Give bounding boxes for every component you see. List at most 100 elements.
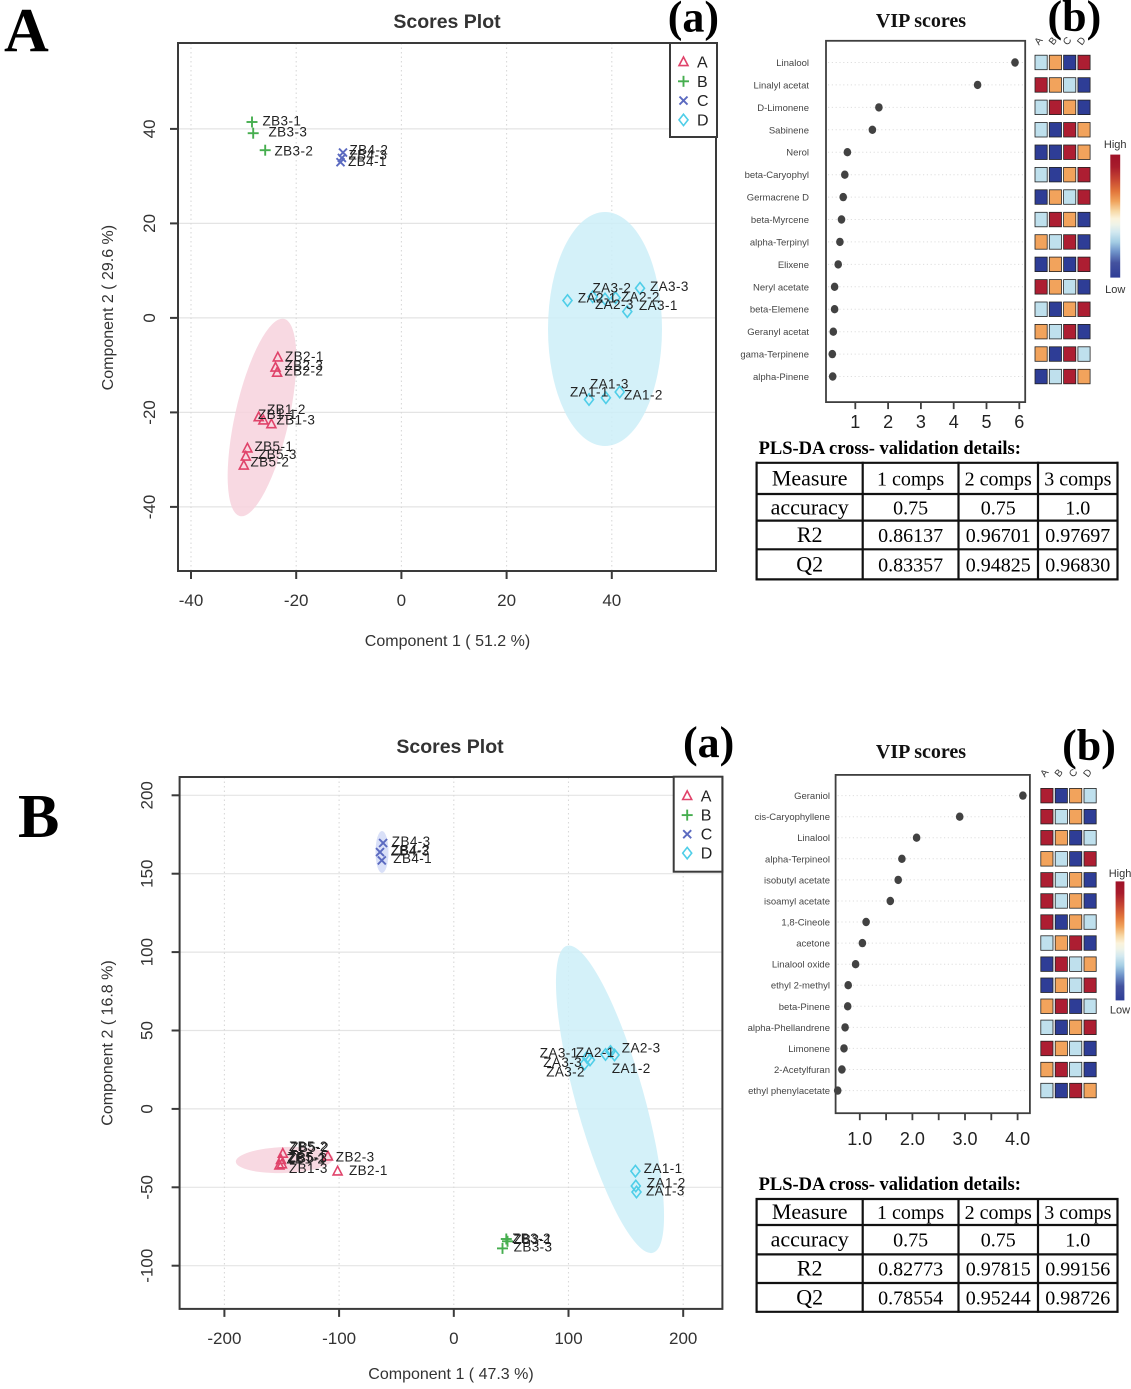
svg-text:0: 0: [140, 313, 159, 322]
svg-text:ZB4-1: ZB4-1: [348, 154, 387, 169]
svg-text:ZB4-3: ZB4-3: [392, 834, 431, 849]
svg-text:Elixene: Elixene: [778, 260, 809, 271]
svg-text:0.97815: 0.97815: [966, 1259, 1031, 1281]
svg-text:0.94825: 0.94825: [966, 554, 1031, 576]
svg-text:beta-Elemene: beta-Elemene: [750, 305, 809, 316]
svg-text:ZB5-2: ZB5-2: [251, 455, 290, 470]
svg-text:beta-Caryophyl: beta-Caryophyl: [745, 170, 809, 181]
svg-text:ZB2-2: ZB2-2: [285, 364, 324, 379]
svg-text:ZB2-1: ZB2-1: [285, 349, 324, 364]
svg-text:Measure: Measure: [772, 465, 848, 490]
svg-text:ZA3-3: ZA3-3: [650, 279, 689, 294]
svg-text:-100: -100: [138, 1249, 157, 1283]
svg-text:ZA1-3: ZA1-3: [646, 1183, 685, 1198]
svg-text:-50: -50: [138, 1175, 157, 1200]
svg-text:gama-Terpinene: gama-Terpinene: [740, 350, 809, 361]
svg-text:Scores Plot: Scores Plot: [396, 736, 504, 758]
svg-text:2.0: 2.0: [900, 1129, 925, 1149]
svg-text:0.75: 0.75: [981, 1230, 1016, 1252]
svg-text:ZA3-2: ZA3-2: [546, 1065, 585, 1080]
svg-text:ZB4-1: ZB4-1: [393, 851, 432, 866]
svg-text:ZB3-1: ZB3-1: [513, 1232, 552, 1247]
svg-text:ZB3-3: ZB3-3: [269, 125, 308, 140]
svg-text:2 comps: 2 comps: [965, 1202, 1032, 1224]
svg-text:PLS-DA cross- validation detai: PLS-DA cross- validation details:: [759, 1175, 1021, 1195]
svg-text:Low: Low: [1105, 284, 1125, 296]
svg-text:Scores Plot: Scores Plot: [393, 11, 501, 33]
svg-text:50: 50: [138, 1021, 157, 1040]
svg-text:0.83357: 0.83357: [878, 554, 943, 576]
svg-text:-40: -40: [140, 495, 159, 520]
svg-text:1.0: 1.0: [1065, 497, 1090, 519]
svg-text:3 comps: 3 comps: [1044, 1202, 1111, 1224]
svg-text:1.0: 1.0: [847, 1129, 872, 1149]
svg-text:20: 20: [497, 591, 516, 610]
svg-text:0.75: 0.75: [893, 1230, 928, 1252]
svg-text:(b): (b): [1048, 0, 1102, 41]
svg-text:D: D: [697, 112, 709, 129]
svg-text:Component 2 ( 29.6 %): Component 2 ( 29.6 %): [100, 225, 117, 390]
svg-text:VIP scores: VIP scores: [876, 741, 966, 763]
svg-text:Linalool oxide: Linalool oxide: [772, 960, 830, 971]
svg-text:0.75: 0.75: [981, 497, 1016, 519]
svg-text:Low: Low: [1110, 1005, 1130, 1017]
svg-text:ZA3-1: ZA3-1: [540, 1046, 579, 1061]
svg-text:1,8-Cineole: 1,8-Cineole: [781, 918, 830, 929]
svg-text:beta-Myrcene: beta-Myrcene: [751, 215, 809, 226]
svg-text:ZB4-2: ZB4-2: [350, 143, 389, 158]
svg-text:0.99156: 0.99156: [1045, 1259, 1110, 1281]
svg-text:100: 100: [554, 1329, 582, 1348]
svg-text:Component 1 ( 47.3 %): Component 1 ( 47.3 %): [368, 1366, 533, 1383]
svg-text:Limonene: Limonene: [788, 1044, 830, 1055]
svg-text:ZB2-1: ZB2-1: [349, 1163, 388, 1178]
svg-text:3: 3: [916, 412, 926, 432]
svg-text:isoamyl acetate: isoamyl acetate: [764, 897, 830, 908]
svg-text:-100: -100: [322, 1329, 356, 1348]
svg-text:PLS-DA cross- validation detai: PLS-DA cross- validation details:: [759, 439, 1021, 459]
svg-text:ZB3-3: ZB3-3: [514, 1240, 553, 1255]
svg-text:(a): (a): [668, 0, 719, 42]
svg-text:0.78554: 0.78554: [878, 1287, 943, 1309]
svg-text:isobutyl acetate: isobutyl acetate: [764, 875, 830, 886]
svg-text:A: A: [1033, 35, 1046, 47]
svg-text:ZB2-3: ZB2-3: [285, 358, 324, 373]
svg-text:ZB1-3: ZB1-3: [277, 413, 316, 428]
svg-text:40: 40: [602, 591, 621, 610]
svg-text:High: High: [1109, 868, 1131, 880]
svg-text:ethyl phenylacetate: ethyl phenylacetate: [748, 1086, 830, 1097]
svg-text:-40: -40: [179, 591, 204, 610]
svg-text:B: B: [701, 808, 712, 825]
svg-text:0.96701: 0.96701: [966, 525, 1031, 547]
svg-text:VIP scores: VIP scores: [876, 10, 966, 32]
svg-text:1: 1: [850, 412, 860, 432]
svg-text:4: 4: [949, 412, 959, 432]
svg-text:ZB5-1: ZB5-1: [255, 439, 294, 454]
svg-text:ZA3-3: ZA3-3: [543, 1055, 582, 1070]
svg-text:Sabinene: Sabinene: [769, 125, 809, 136]
svg-text:ZA2-3: ZA2-3: [595, 297, 634, 312]
svg-text:ZB3-2: ZB3-2: [512, 1231, 551, 1246]
svg-text:ZB2-3: ZB2-3: [336, 1150, 375, 1165]
svg-text:ZB5-2: ZB5-2: [289, 1139, 328, 1154]
svg-text:ZB1-3: ZB1-3: [289, 1161, 328, 1176]
svg-text:ZB1-2: ZB1-2: [267, 402, 306, 417]
svg-text:4.0: 4.0: [1005, 1129, 1030, 1149]
svg-text:Neryl acetate: Neryl acetate: [753, 282, 809, 293]
svg-text:B: B: [18, 783, 59, 851]
svg-text:ZA2-1: ZA2-1: [576, 1045, 615, 1060]
svg-text:5: 5: [981, 412, 991, 432]
svg-text:R2: R2: [797, 522, 823, 547]
svg-text:3.0: 3.0: [952, 1129, 977, 1149]
svg-text:6: 6: [1014, 412, 1024, 432]
svg-text:ZA1-2: ZA1-2: [647, 1175, 686, 1190]
svg-text:acetone: acetone: [796, 939, 830, 950]
svg-text:R2: R2: [797, 1256, 823, 1281]
svg-text:200: 200: [669, 1329, 697, 1348]
svg-text:0.95244: 0.95244: [966, 1287, 1031, 1309]
svg-text:A: A: [701, 788, 712, 805]
svg-text:ZB3-2: ZB3-2: [275, 144, 314, 159]
svg-text:ZB4-3: ZB4-3: [391, 843, 430, 858]
svg-text:1.0: 1.0: [1065, 1230, 1090, 1252]
svg-text:ZB5-3: ZB5-3: [258, 447, 297, 462]
svg-text:ZA1-2: ZA1-2: [624, 388, 663, 403]
